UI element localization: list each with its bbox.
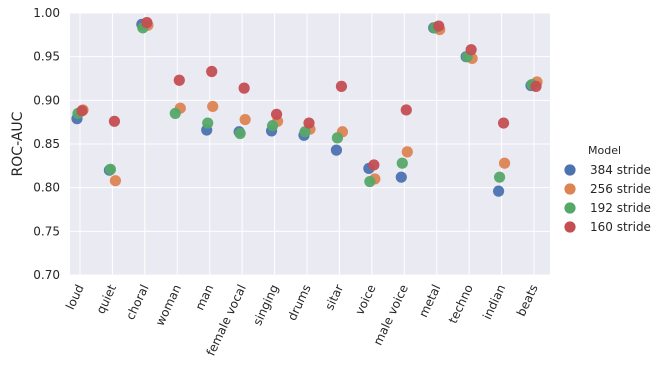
y-tick-label: 0.80 — [33, 181, 60, 195]
legend-marker — [564, 164, 576, 176]
y-tick-labels: 0.70 0.75 0.80 0.85 0.90 0.95 1.00 — [33, 6, 60, 282]
point-160-stride-metal — [433, 20, 445, 32]
legend-marker — [564, 221, 576, 233]
point-256-stride-man — [207, 100, 219, 113]
point-192-stride-singing — [266, 120, 279, 132]
point-160-stride-techno — [465, 44, 477, 56]
y-tick-label: 0.95 — [33, 50, 60, 64]
x-tick-label: indian — [480, 282, 508, 321]
point-160-stride-man — [206, 65, 218, 78]
legend-marker — [564, 202, 576, 214]
x-tick-label: man — [192, 282, 216, 312]
y-axis-label: ROC-AUC — [10, 111, 26, 176]
point-160-stride-loud — [76, 105, 88, 117]
y-tick-label: 0.75 — [33, 224, 60, 238]
x-tick-label: choral — [123, 282, 151, 322]
point-192-stride-voice — [364, 175, 376, 188]
point-192-stride-sitar — [331, 132, 344, 144]
point-160-stride-voice — [368, 159, 380, 171]
point-160-stride-beats — [530, 80, 542, 92]
y-tick-label: 0.90 — [33, 93, 60, 107]
point-160-stride-male-voice — [400, 104, 412, 116]
legend-label: 160 stride — [590, 220, 651, 234]
data-points — [71, 17, 543, 197]
point-192-stride-woman — [169, 107, 181, 120]
point-160-stride-female-vocal — [238, 82, 250, 94]
legend: 384 stride 256 stride 192 stride 160 stride — [564, 163, 651, 234]
x-tick-label: singing — [250, 282, 281, 327]
y-tick-label: 0.70 — [33, 268, 60, 282]
point-192-stride-male-voice — [396, 157, 408, 169]
x-tick-label: beats — [514, 282, 541, 318]
point-160-stride-singing — [270, 108, 283, 120]
y-tick-label: 0.85 — [33, 137, 60, 151]
point-160-stride-sitar — [335, 80, 348, 92]
legend-label: 192 stride — [590, 201, 651, 215]
x-tick-label: sitar — [322, 282, 346, 312]
legend-label: 256 stride — [590, 182, 651, 196]
gridlines — [70, 12, 550, 276]
point-384-stride-male-voice — [395, 171, 407, 183]
point-160-stride-woman — [173, 74, 185, 86]
point-192-stride-drums — [299, 126, 311, 138]
x-tick-label: quiet — [94, 282, 120, 316]
x-tick-label: drums — [285, 282, 314, 322]
x-tick-label: voice — [352, 282, 378, 317]
y-tick-label: 1.00 — [33, 6, 60, 20]
point-160-stride-quiet — [108, 115, 121, 127]
point-192-stride-indian — [493, 171, 506, 183]
point-256-stride-indian — [498, 157, 511, 169]
point-160-stride-drums — [303, 117, 315, 129]
point-192-stride-female-vocal — [234, 127, 246, 140]
point-160-stride-choral — [141, 17, 153, 29]
point-384-stride-sitar — [330, 144, 343, 156]
legend-label: 384 stride — [590, 163, 651, 177]
legend-marker — [564, 183, 576, 195]
point-192-stride-man — [202, 117, 214, 129]
point-160-stride-indian — [497, 117, 510, 129]
x-tick-label: woman — [153, 282, 184, 328]
point-384-stride-indian — [492, 185, 505, 197]
x-tick-label: techno — [446, 282, 476, 325]
point-256-stride-female-vocal — [239, 113, 251, 126]
x-tick-label: loud — [63, 282, 87, 311]
x-tick-label: metal — [416, 282, 443, 319]
point-256-stride-male-voice — [401, 146, 413, 158]
point-256-stride-quiet — [109, 175, 122, 187]
point-192-stride-quiet — [104, 163, 117, 175]
legend-title: Model — [588, 144, 621, 157]
